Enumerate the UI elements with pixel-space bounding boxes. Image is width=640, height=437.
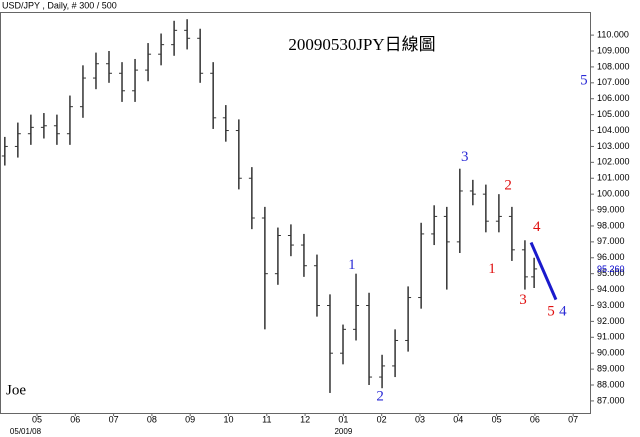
wave-label: 1	[488, 261, 496, 277]
wave-label: 3	[519, 292, 527, 308]
chart-header: USD/JPY , Daily, # 300 / 500	[2, 0, 117, 10]
y-tick-label: 90.000	[597, 348, 625, 358]
y-tick-label: 97.000	[597, 236, 625, 246]
chart-title: 20090530JPY日線圖	[288, 35, 435, 54]
y-tick-label: 101.000	[597, 173, 630, 183]
wave-label: 1	[348, 257, 356, 273]
wave-label: 2	[376, 388, 384, 404]
wave-label: 4	[533, 219, 541, 235]
x-tick-label: 05	[492, 414, 502, 424]
y-tick-label: 110.000	[597, 29, 629, 39]
y-tick-label: 98.000	[597, 220, 625, 230]
x-tick-label: 07	[568, 414, 578, 424]
x-tick-label: 07	[109, 414, 119, 424]
wave-label: 3	[461, 149, 469, 165]
y-tick-label: 96.000	[597, 252, 625, 262]
y-tick-label: 102.000	[597, 157, 630, 167]
author-note: Joe	[6, 382, 26, 398]
y-tick-label: 103.000	[597, 141, 630, 151]
x-tick-label: 09	[185, 414, 195, 424]
y-tick-label: 105.000	[597, 109, 630, 119]
x-tick-label: 04	[453, 414, 463, 424]
x-tick-label: 08	[147, 414, 157, 424]
y-tick-label: 106.000	[597, 93, 630, 103]
x-tick-label: 03	[415, 414, 425, 424]
y-tick-label: 99.000	[597, 204, 625, 214]
y-tick-label: 100.000	[597, 189, 630, 199]
y-tick-label: 88.000	[597, 379, 625, 389]
x-sublabel: 2009	[334, 427, 352, 436]
x-tick-label: 10	[223, 414, 233, 424]
y-tick-label: 93.000	[597, 300, 625, 310]
y-tick-label: 92.000	[597, 316, 625, 326]
y-tick-label: 109.000	[597, 45, 630, 55]
wave-label: 5	[580, 73, 588, 89]
y-tick-label: 104.000	[597, 125, 630, 135]
plot-frame	[0, 12, 591, 414]
x-tick-label: 05	[32, 414, 42, 424]
y-tick-label: 91.000	[597, 332, 625, 342]
y-tick-label: 87.000	[597, 395, 625, 405]
x-tick-label: 11	[262, 414, 271, 424]
y-tick-label: 94.000	[597, 284, 625, 294]
last-price-label: 95.260	[597, 264, 625, 274]
x-tick-label: 06	[70, 414, 80, 424]
x-tick-label: 12	[300, 414, 310, 424]
x-tick-label: 06	[530, 414, 540, 424]
y-tick-label: 95.000	[597, 268, 625, 278]
wave-label: 2	[504, 178, 512, 194]
y-tick-label: 108.000	[597, 61, 630, 71]
x-tick-label: 01	[338, 414, 348, 424]
y-tick-label: 89.000	[597, 363, 625, 373]
x-tick-label: 02	[377, 414, 387, 424]
wave-label: 4	[559, 303, 567, 319]
wave-label: 5	[547, 303, 555, 319]
y-tick-label: 107.000	[597, 77, 630, 87]
x-sublabel: 05/01/08	[10, 427, 42, 436]
